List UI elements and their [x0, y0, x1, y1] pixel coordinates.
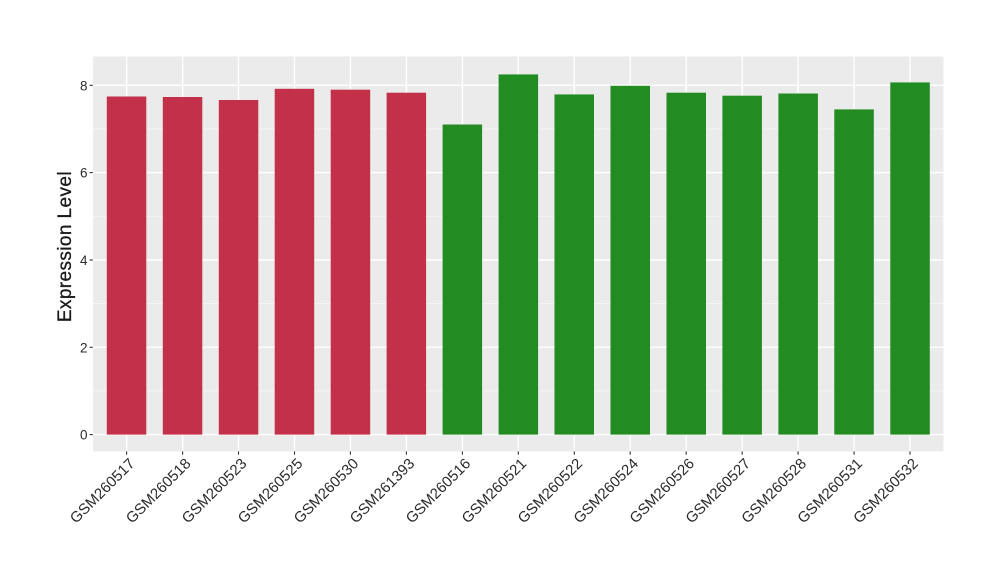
svg-text:8: 8	[80, 78, 88, 93]
svg-text:0: 0	[80, 428, 88, 443]
svg-text:2: 2	[80, 340, 88, 355]
svg-text:6: 6	[80, 166, 88, 181]
svg-text:4: 4	[80, 253, 88, 268]
svg-text:Expression Level: Expression Level	[55, 171, 76, 322]
